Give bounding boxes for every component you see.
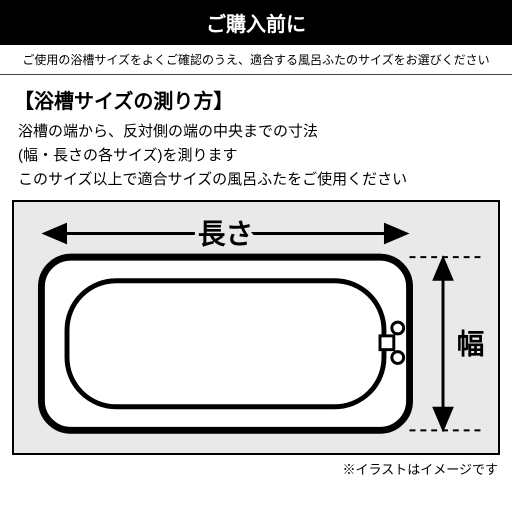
header-title: ご購入前に (206, 14, 306, 36)
section-title: 【浴槽サイズの測り方】 (0, 75, 512, 120)
desc-line: (幅・長さの各サイズ)を測ります (18, 144, 494, 168)
bathtub-outline (41, 257, 409, 430)
width-label: 幅 (457, 329, 485, 360)
description: 浴槽の端から、反対側の端の中央までの寸法 (幅・長さの各サイズ)を測ります この… (0, 120, 512, 200)
diagram-box: 長さ 幅 (12, 200, 500, 455)
length-label: 長さ (198, 218, 253, 249)
subtitle: ご使用の浴槽サイズをよくご確認のうえ、適合する風呂ふたのサイズをお選びください (0, 45, 512, 75)
diagram-wrap: 長さ 幅 (0, 200, 512, 455)
header-bar: ご購入前に (0, 0, 512, 45)
bathtub-diagram: 長さ 幅 (14, 202, 498, 453)
desc-line: 浴槽の端から、反対側の端の中央までの寸法 (18, 120, 494, 144)
note: ※イラストはイメージです (0, 455, 512, 478)
desc-line: このサイズ以上で適合サイズの風呂ふたをご使用ください (18, 168, 494, 192)
